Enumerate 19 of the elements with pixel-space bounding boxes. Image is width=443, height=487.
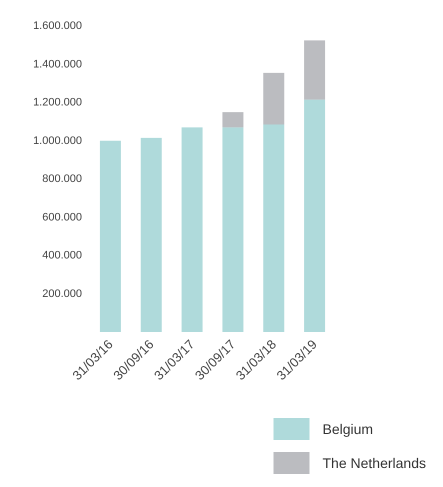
bar: [263, 124, 284, 332]
legend-label: The Netherlands: [322, 455, 426, 471]
bar: [263, 72, 284, 124]
y-tick-label: 200.000: [42, 288, 82, 300]
y-tick-label: 1.000.000: [33, 134, 82, 147]
y-tick-label: 1.600.000: [33, 20, 82, 32]
legend-label: Belgium: [322, 421, 374, 437]
y-tick-label: 600.000: [42, 211, 82, 224]
bar: [100, 140, 121, 332]
y-tick-label: 1.200.000: [33, 96, 82, 108]
bar: [140, 138, 162, 332]
y-tick-label: 800.000: [42, 173, 82, 185]
y-tick-label: 1.400.000: [33, 58, 82, 70]
bar: [304, 100, 326, 332]
bar: [222, 127, 244, 332]
bar: [304, 40, 326, 100]
bar: [222, 112, 244, 128]
y-tick-label: 400.000: [42, 250, 82, 262]
bar: [182, 127, 203, 332]
